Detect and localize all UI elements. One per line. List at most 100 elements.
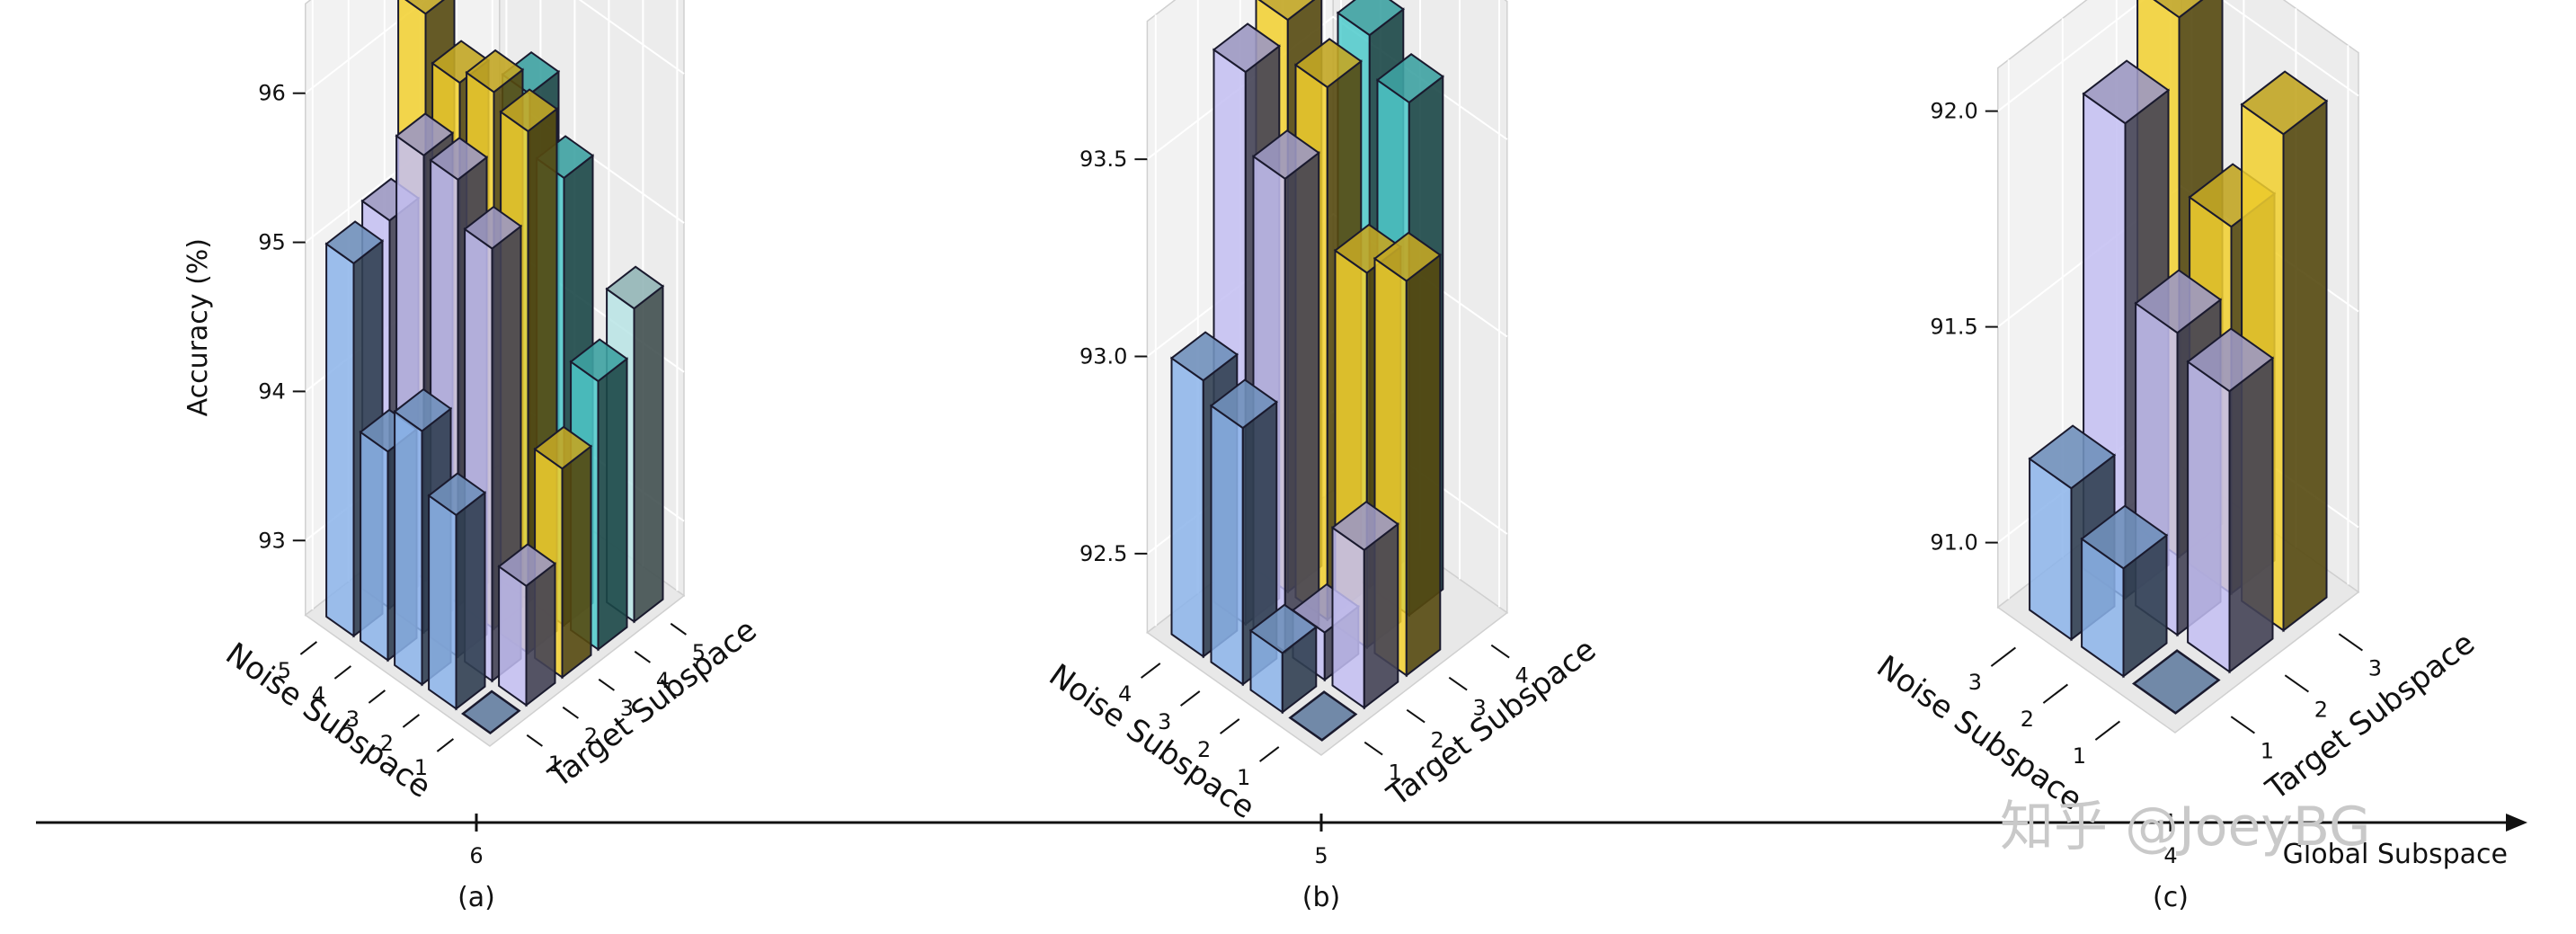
global-base-tile <box>2131 649 2221 715</box>
bar-noise-n2-t1 <box>1248 603 1318 715</box>
bar-face-top <box>499 88 559 133</box>
bar-face-top <box>1248 603 1318 654</box>
target-tick-label: 2 <box>2314 698 2328 723</box>
bar-face-top <box>605 265 665 310</box>
target-tick-label: 2 <box>584 724 598 749</box>
y-tick-label: 93.5 <box>1079 147 1127 172</box>
bar-face-top <box>2186 327 2275 393</box>
bar-face-top <box>497 543 557 588</box>
bar-noise-n1-t2 <box>497 543 557 707</box>
target-tick-mark <box>634 650 651 663</box>
bar-face-top <box>2240 70 2329 136</box>
noise-tick-label: 2 <box>2021 707 2034 732</box>
bar-face-top <box>2080 504 2169 570</box>
noise-tick-label: 5 <box>278 658 291 683</box>
bar-face-front <box>394 409 423 687</box>
bar-face-top <box>324 220 385 265</box>
target-tick-mark <box>2230 716 2255 734</box>
bar-face-top <box>2082 59 2171 125</box>
bar-face-top <box>1293 38 1363 89</box>
gridline <box>1146 15 1508 160</box>
noise-tick-mark <box>1219 718 1240 734</box>
noise-tick-mark <box>2094 720 2121 741</box>
bar-face-front <box>1170 356 1204 659</box>
noise-tick-mark <box>402 714 421 728</box>
global-tick-label: 5 <box>1314 843 1328 868</box>
noise-tick-mark <box>299 641 318 655</box>
bar-face-top <box>1251 129 1320 181</box>
bar-face-top <box>427 472 487 517</box>
bar-face-side <box>525 561 556 707</box>
target-tick-label: 2 <box>1430 728 1443 753</box>
bar-face-top <box>463 205 523 250</box>
target-tick-mark <box>1364 741 1383 756</box>
bar-face-top <box>2134 269 2223 334</box>
target-tick-mark <box>1448 676 1468 691</box>
y-tick-label: 92.0 <box>1930 99 1977 124</box>
bar-face-side <box>2228 356 2274 674</box>
y-tick-label: 91.0 <box>1930 530 1977 556</box>
bar-noise-n1-t2 <box>2186 327 2275 674</box>
bar-face-front <box>325 242 355 638</box>
noise-tick-mark <box>1140 663 1161 679</box>
bar-face-top <box>1336 0 1405 37</box>
noise-tick-mark <box>368 689 386 704</box>
noise-tick-label: 3 <box>346 707 360 732</box>
target-tick-mark <box>2284 674 2309 693</box>
bar-face-top <box>393 387 453 432</box>
bar-noise-n1-t2 <box>1330 500 1399 710</box>
gridline <box>1997 0 2359 112</box>
y-tick-label: 92.5 <box>1079 541 1127 566</box>
y-tick-label: 91.5 <box>1930 315 1977 340</box>
noise-tick-mark <box>1179 690 1201 707</box>
target-tick-label: 4 <box>656 668 670 693</box>
y-tick-label: 93 <box>258 528 286 553</box>
bar-face-side <box>597 357 628 652</box>
bar-face-front <box>1331 526 1365 710</box>
noise-tick-mark <box>1258 746 1280 762</box>
noise-tick-mark <box>333 665 352 680</box>
noise-tick-mark <box>1990 646 2017 667</box>
target-tick-mark <box>1406 708 1426 724</box>
noise-tick-mark <box>2042 683 2069 704</box>
bar-face-front <box>498 565 528 707</box>
bar-face-top <box>569 338 629 383</box>
bar-face-side <box>1405 253 1442 678</box>
bar-noise-n2-t1 <box>427 472 487 711</box>
bar-face-top <box>1330 500 1399 552</box>
caption-b: (b) <box>1302 882 1340 913</box>
noise-tick-label: 4 <box>312 682 325 707</box>
global-base-tile <box>1288 690 1358 742</box>
noise-tick-label: 3 <box>1968 670 1982 695</box>
global-tick-label: 4 <box>2163 843 2177 868</box>
bar-face-top <box>1375 53 1444 104</box>
y-tick-label: 93.0 <box>1079 344 1127 369</box>
target-tick-mark <box>598 678 615 691</box>
noise-tick-label: 2 <box>380 731 394 756</box>
global-axis-arrow <box>2506 814 2527 832</box>
target-tick-mark <box>2338 633 2363 652</box>
target-tick-label: 3 <box>1472 696 1486 721</box>
global-subspace-axis: 6 5 4 Global Subspace (a) (b) (c) <box>36 814 2527 913</box>
target-tick-label: 3 <box>620 696 634 721</box>
y-tick-label: 96 <box>258 81 286 106</box>
target-tick-mark <box>670 622 687 636</box>
bar-noise-n2-t1 <box>2080 504 2169 679</box>
y-tick-label: 95 <box>258 230 286 255</box>
target-tick-label: 1 <box>548 752 562 777</box>
noise-tick-mark <box>436 738 455 752</box>
bar-face-top <box>1372 231 1442 282</box>
bar-face-top <box>1257 0 1316 22</box>
global-base-tile <box>461 689 521 735</box>
global-tick-label: 6 <box>469 843 483 868</box>
bar-face-front <box>1210 404 1244 687</box>
noise-tick-label: 2 <box>1197 737 1211 762</box>
bar-face-side <box>561 444 592 680</box>
bar-face-front <box>2029 457 2073 642</box>
target-tick-label: 5 <box>692 640 706 665</box>
bar-face-side <box>1363 521 1399 710</box>
